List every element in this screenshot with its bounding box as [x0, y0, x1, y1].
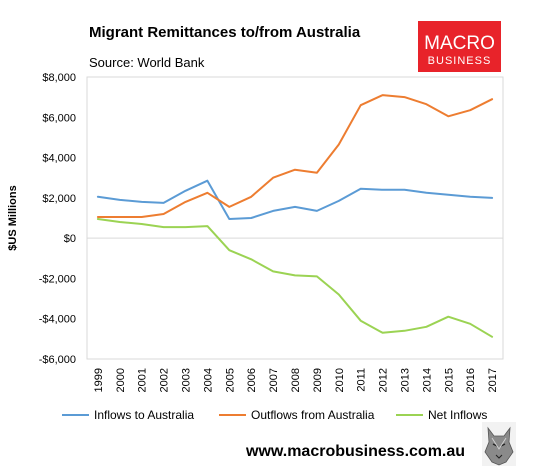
x-tick-label: 2014 — [421, 368, 433, 392]
x-tick-label: 2006 — [246, 368, 258, 392]
macrobusiness-logo: MACRO BUSINESS — [418, 21, 501, 72]
y-tick-label: $2,000 — [42, 193, 76, 205]
logo-text-macro: MACRO — [424, 33, 495, 54]
x-tick-label: 2016 — [465, 368, 477, 392]
y-tick-label: -$4,000 — [39, 314, 76, 326]
series-line-outflows-from-australia — [96, 94, 494, 218]
y-tick-label: $0 — [64, 233, 76, 245]
x-tick-label: 2000 — [115, 368, 127, 392]
x-tick-label: 2017 — [487, 368, 499, 392]
y-tick-label: -$6,000 — [39, 354, 76, 366]
series-lines — [96, 94, 494, 338]
x-tick-label: 2004 — [202, 368, 214, 392]
x-tick-label: 1999 — [93, 368, 105, 392]
x-axis-ticks: 1999 2000 2001 2002 2003 2004 2005 2006 2007 2008… — [93, 368, 499, 392]
x-tick-label: 2002 — [159, 368, 171, 392]
legend: Inflows to Australia Outflows from Austra… — [62, 408, 487, 422]
x-tick-label: 2007 — [268, 368, 280, 392]
logo-background — [418, 21, 501, 72]
wolf-icon — [482, 422, 516, 466]
series-line-inflows-to-australia — [96, 179, 494, 220]
legend-label: Net Inflows — [428, 408, 487, 422]
x-tick-label: 2003 — [181, 368, 193, 392]
legend-label: Inflows to Australia — [94, 408, 194, 422]
y-tick-label: $4,000 — [42, 153, 76, 165]
y-axis-label: $US Millions — [7, 185, 19, 250]
x-tick-label: 2009 — [312, 368, 324, 392]
website-url: www.macrobusiness.com.au — [245, 443, 465, 460]
y-axis-ticks: $8,000 $6,000 $4,000 $2,000 $0 -$2,000 -$4,000… — [39, 72, 76, 366]
logo-text-business: BUSINESS — [428, 55, 492, 67]
x-tick-label: 2008 — [290, 368, 302, 392]
x-tick-label: 2010 — [334, 368, 346, 392]
x-tick-label: 2012 — [378, 368, 390, 392]
chart-subtitle: Source: World Bank — [89, 55, 205, 70]
x-tick-label: 2001 — [137, 368, 149, 392]
y-tick-label: -$2,000 — [39, 273, 76, 285]
plot-area — [86, 76, 504, 360]
x-tick-label: 2015 — [443, 368, 455, 392]
x-tick-label: 2011 — [356, 368, 368, 392]
y-tick-label: $6,000 — [42, 112, 76, 124]
x-tick-label: 2013 — [399, 368, 411, 392]
chart-title: Migrant Remittances to/from Australia — [89, 24, 361, 41]
series-line-net-inflows — [96, 218, 494, 338]
legend-label: Outflows from Australia — [251, 408, 375, 422]
y-tick-label: $8,000 — [42, 72, 76, 84]
x-tick-label: 2005 — [224, 368, 236, 392]
